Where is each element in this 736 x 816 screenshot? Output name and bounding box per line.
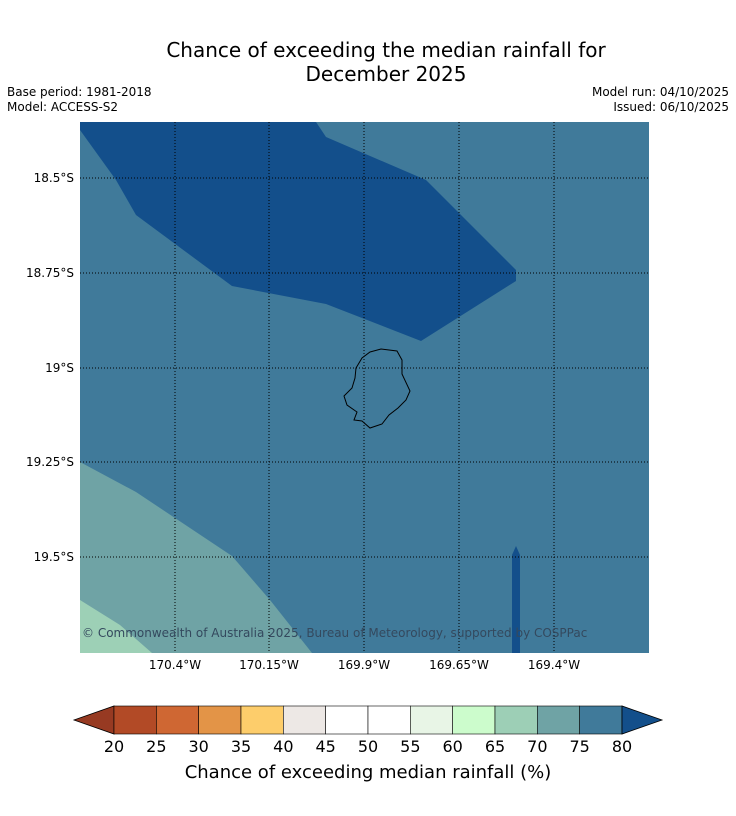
colorbar-tick-label: 75 [569, 737, 590, 756]
colorbar-tick-label: 30 [188, 737, 209, 756]
colorbar-tick-label: 35 [230, 737, 252, 756]
meta-right: Model run: 04/10/2025 Issued: 06/10/2025 [592, 85, 729, 115]
colorbar-segment [283, 705, 326, 735]
model-run: Model run: 04/10/2025 [591, 85, 729, 99]
colorbar-tick-label: 25 [146, 737, 167, 756]
base-period: Base period: 1981-2018 [7, 85, 152, 99]
region-above-80-north [80, 122, 516, 341]
colorbar-segment [410, 705, 453, 735]
colorbar-tick-label: 45 [315, 737, 336, 756]
copyright-notice: © Commonwealth of Australia 2025, Bureau… [82, 626, 588, 640]
lat-label-4: 19.25°S [26, 455, 74, 469]
colorbar-tick-label: 40 [273, 737, 294, 756]
lon-label-1: 170.4°W [148, 658, 202, 672]
colorbar-tick-label: 80 [611, 737, 633, 756]
title-line-2: December 2025 [305, 62, 467, 86]
lat-label-5: 19.5°S [33, 550, 74, 564]
colorbar-label: Chance of exceeding median rainfall (%) [184, 762, 552, 783]
region-above-80-south [512, 546, 520, 653]
lon-label-2: 170.15°W [239, 658, 299, 672]
colorbar-segment [579, 705, 623, 735]
colorbar-tick-label: 55 [400, 737, 421, 756]
colorbar-segment [113, 705, 157, 735]
meta-left: Base period: 1981-2018 Model: ACCESS-S2 [7, 85, 152, 115]
lon-label-3: 169.9°W [337, 658, 391, 672]
lat-label-1: 18.5°S [33, 171, 74, 185]
colorbar-tick-label: 60 [442, 737, 463, 756]
colorbar-segment [325, 705, 369, 735]
colorbar-under-arrow [72, 705, 115, 735]
lat-label-3: 19°S [45, 361, 74, 375]
region-70-75 [80, 462, 312, 653]
colorbar-segment [198, 705, 242, 735]
colorbar-segment [367, 705, 411, 735]
colorbar-segment [452, 705, 496, 735]
colorbar-segment [156, 705, 199, 735]
colorbar-over-arrow [621, 705, 664, 735]
colorbar-tick-label: 70 [527, 737, 548, 756]
title-line-1: Chance of exceeding the median rainfall … [166, 38, 606, 62]
colorbar-segment [240, 705, 284, 735]
lon-label-5: 169.4°W [527, 658, 581, 672]
model-name: Model: ACCESS-S2 [7, 100, 119, 114]
region-65-70 [80, 600, 152, 653]
chart-title: Chance of exceeding the median rainfall … [0, 38, 736, 86]
lat-label-2: 18.75°S [26, 266, 74, 280]
colorbar-segment [494, 705, 538, 735]
issued-date: Issued: 06/10/2025 [613, 100, 729, 114]
lon-label-4: 169.65°W [429, 658, 489, 672]
colorbar-tick-label: 20 [103, 737, 125, 756]
colorbar-segment [537, 705, 580, 735]
niue-island-coastline [343, 348, 411, 429]
colorbar-tick-label: 65 [484, 737, 506, 756]
colorbar-tick-label: 50 [357, 737, 379, 756]
gridlines [80, 122, 649, 653]
